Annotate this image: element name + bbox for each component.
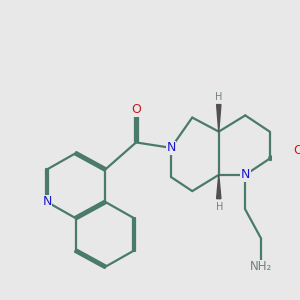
Text: N: N	[241, 168, 250, 182]
Polygon shape	[217, 105, 221, 132]
Text: N: N	[42, 195, 52, 208]
Polygon shape	[217, 175, 221, 199]
Text: H: H	[216, 202, 223, 212]
Text: O: O	[293, 143, 300, 157]
Text: NH₂: NH₂	[250, 260, 272, 273]
Text: H: H	[214, 92, 222, 102]
Text: O: O	[131, 103, 141, 116]
Text: N: N	[167, 141, 176, 154]
